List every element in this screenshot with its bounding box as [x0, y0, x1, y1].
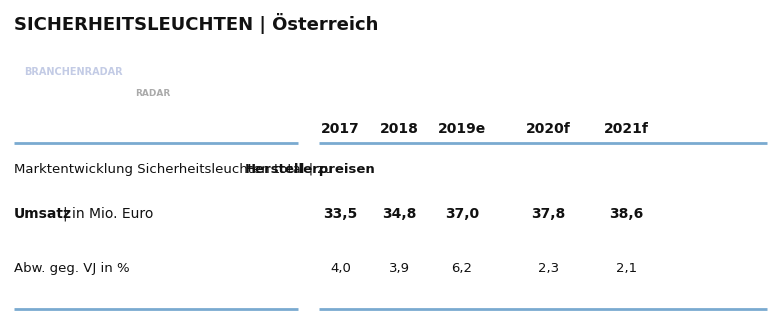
Text: 37,8: 37,8 — [531, 207, 565, 221]
Text: RADAR: RADAR — [135, 89, 171, 98]
Text: 6,2: 6,2 — [452, 262, 472, 276]
Text: 33,5: 33,5 — [323, 207, 358, 221]
Text: 2018: 2018 — [380, 123, 419, 136]
Text: 2,1: 2,1 — [616, 262, 637, 276]
Text: 2021f: 2021f — [604, 123, 649, 136]
Text: Marktentwicklung Sicherheitsleuchten total | zu: Marktentwicklung Sicherheitsleuchten tot… — [14, 163, 337, 176]
Text: 2,3: 2,3 — [538, 262, 558, 276]
Text: BRANCHENRADAR: BRANCHENRADAR — [24, 67, 123, 77]
Text: BRANCHENRADAR: BRANCHENRADAR — [23, 96, 115, 106]
Text: 3,9: 3,9 — [389, 262, 410, 276]
Text: 38,6: 38,6 — [609, 207, 644, 221]
Text: 2019e: 2019e — [438, 123, 486, 136]
Text: 37,0: 37,0 — [445, 207, 479, 221]
Text: Umsatz: Umsatz — [14, 207, 72, 221]
Text: 34,8: 34,8 — [382, 207, 417, 221]
Text: SICHERHEITSLEUCHTEN | Österreich: SICHERHEITSLEUCHTEN | Österreich — [14, 13, 378, 34]
Text: 4,0: 4,0 — [330, 262, 351, 276]
Text: | in Mio. Euro: | in Mio. Euro — [63, 207, 153, 221]
Text: Abw. geg. VJ in %: Abw. geg. VJ in % — [14, 262, 130, 276]
Text: Herstellerpreisen: Herstellerpreisen — [245, 163, 376, 176]
Text: 2017: 2017 — [321, 123, 360, 136]
Text: 2020f: 2020f — [525, 123, 571, 136]
